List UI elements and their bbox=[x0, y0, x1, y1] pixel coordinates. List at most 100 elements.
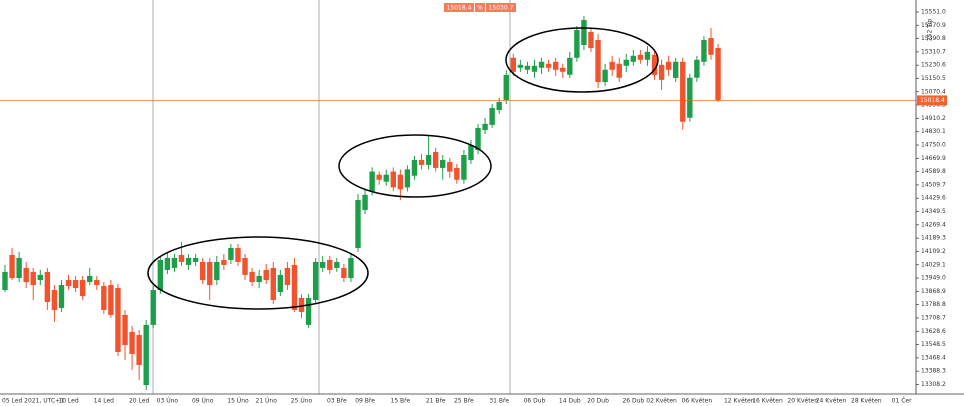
candle-body bbox=[341, 267, 347, 279]
candle-body bbox=[517, 64, 524, 68]
x-tick-label: 21 Bře bbox=[426, 398, 446, 405]
candle-body bbox=[432, 151, 439, 168]
x-tick-label: 05 Led 2021, UTC+1 bbox=[2, 398, 64, 405]
y-tick-label: 15470.9 bbox=[921, 22, 946, 29]
candle-body bbox=[687, 77, 693, 118]
x-tick-label: 09 Bře bbox=[355, 398, 375, 405]
candle-body bbox=[390, 171, 396, 188]
candle-body bbox=[242, 257, 248, 275]
annotation-ellipse bbox=[505, 27, 659, 93]
candle-body bbox=[609, 61, 615, 70]
corner-label: 252 Tip bbox=[927, 19, 934, 42]
candle-body bbox=[496, 101, 502, 110]
x-tick-label: 15 Úno bbox=[227, 398, 249, 405]
candle-body bbox=[531, 65, 538, 72]
candle-body bbox=[284, 267, 291, 286]
x-tick-label: 20 Květen bbox=[787, 398, 818, 405]
candle-body bbox=[701, 40, 707, 62]
candle-body bbox=[461, 154, 467, 180]
candle-body bbox=[72, 280, 79, 289]
candle-body bbox=[291, 264, 298, 310]
candle-body bbox=[207, 261, 213, 286]
candle-body bbox=[581, 19, 587, 46]
candle-body bbox=[150, 290, 156, 325]
candle-body bbox=[673, 61, 679, 78]
candle-body bbox=[23, 267, 29, 283]
candle-body bbox=[651, 54, 658, 75]
candle-body bbox=[383, 174, 389, 182]
candle-body bbox=[510, 57, 517, 72]
y-tick-label: 13708.7 bbox=[921, 314, 946, 321]
candle-body bbox=[440, 159, 446, 168]
candle-body bbox=[552, 61, 559, 70]
candle-body bbox=[164, 257, 171, 270]
candle-body bbox=[143, 324, 149, 386]
candle-body bbox=[2, 271, 8, 291]
annotation-ellipse bbox=[338, 134, 492, 198]
quote-box bbox=[486, 3, 516, 12]
candle-body bbox=[136, 335, 142, 365]
x-tick-label: 03 Úno bbox=[157, 398, 179, 405]
candle-body bbox=[277, 274, 284, 293]
candle-body bbox=[637, 54, 644, 60]
candle-body bbox=[545, 63, 552, 68]
candle-body bbox=[101, 286, 107, 310]
candle-body bbox=[249, 271, 255, 283]
candle-body bbox=[214, 261, 220, 281]
candle-body bbox=[630, 55, 637, 62]
candle-body bbox=[122, 314, 128, 345]
quote-separator: % bbox=[477, 5, 483, 12]
x-tick-label: 25 Bře bbox=[454, 398, 474, 405]
candle-body bbox=[37, 274, 43, 281]
candle-body bbox=[482, 123, 488, 131]
candle-body bbox=[228, 247, 234, 260]
candle-body bbox=[108, 285, 114, 315]
candle-body bbox=[418, 159, 425, 165]
candle-body bbox=[235, 247, 241, 262]
quote-box bbox=[444, 3, 474, 12]
x-tick-label: 06 Dub bbox=[524, 398, 546, 405]
candle-body bbox=[489, 107, 495, 125]
candle-body bbox=[524, 65, 531, 70]
y-tick-label: 13388.3 bbox=[921, 368, 946, 375]
x-tick-label: 25 Úno bbox=[291, 398, 313, 405]
candle-body bbox=[447, 161, 453, 172]
y-tick-label: 15310.7 bbox=[921, 48, 946, 55]
y-tick-label: 13868.9 bbox=[921, 288, 946, 295]
candle-body bbox=[221, 259, 227, 265]
x-tick-label: 12 Květen bbox=[724, 398, 755, 405]
candle-body bbox=[574, 30, 580, 58]
y-tick-label: 14750.0 bbox=[921, 142, 946, 149]
quote-bid: 15018.4 bbox=[447, 5, 472, 12]
candle-body bbox=[680, 61, 686, 122]
y-tick-label: 14830.1 bbox=[921, 128, 946, 135]
candle-body bbox=[171, 257, 178, 268]
candle-body bbox=[263, 269, 269, 281]
quote-ask: 15030.7 bbox=[489, 5, 514, 12]
candle-body bbox=[503, 74, 509, 100]
candle-body bbox=[715, 48, 721, 100]
candle-body bbox=[185, 257, 192, 265]
y-tick-label: 15551.0 bbox=[921, 8, 946, 15]
candle-body bbox=[87, 275, 93, 283]
x-tick-label: 02 Květen bbox=[646, 398, 677, 405]
y-tick-label: 14349.5 bbox=[921, 208, 946, 215]
x-tick-label: 10 Led bbox=[58, 398, 78, 405]
candle-body bbox=[9, 254, 15, 279]
y-tick-label: 14429.6 bbox=[921, 195, 946, 202]
candle-body bbox=[115, 288, 121, 352]
candle-body bbox=[30, 271, 36, 286]
x-tick-label: 26 Dub bbox=[622, 398, 644, 405]
y-tick-label: 13628.6 bbox=[921, 328, 946, 335]
x-tick-label: 09 Úno bbox=[192, 398, 214, 405]
x-tick-label: 16 Květen bbox=[752, 398, 783, 405]
x-tick-label: 31 Bře bbox=[489, 398, 509, 405]
candle-body bbox=[298, 297, 305, 312]
candle-body bbox=[588, 31, 594, 49]
candle-body bbox=[178, 254, 185, 262]
candle-body bbox=[475, 127, 481, 150]
x-tick-label: 28 Květen bbox=[851, 398, 882, 405]
annotation-ellipse bbox=[147, 236, 369, 310]
x-tick-label: 21 Úno bbox=[256, 398, 278, 405]
